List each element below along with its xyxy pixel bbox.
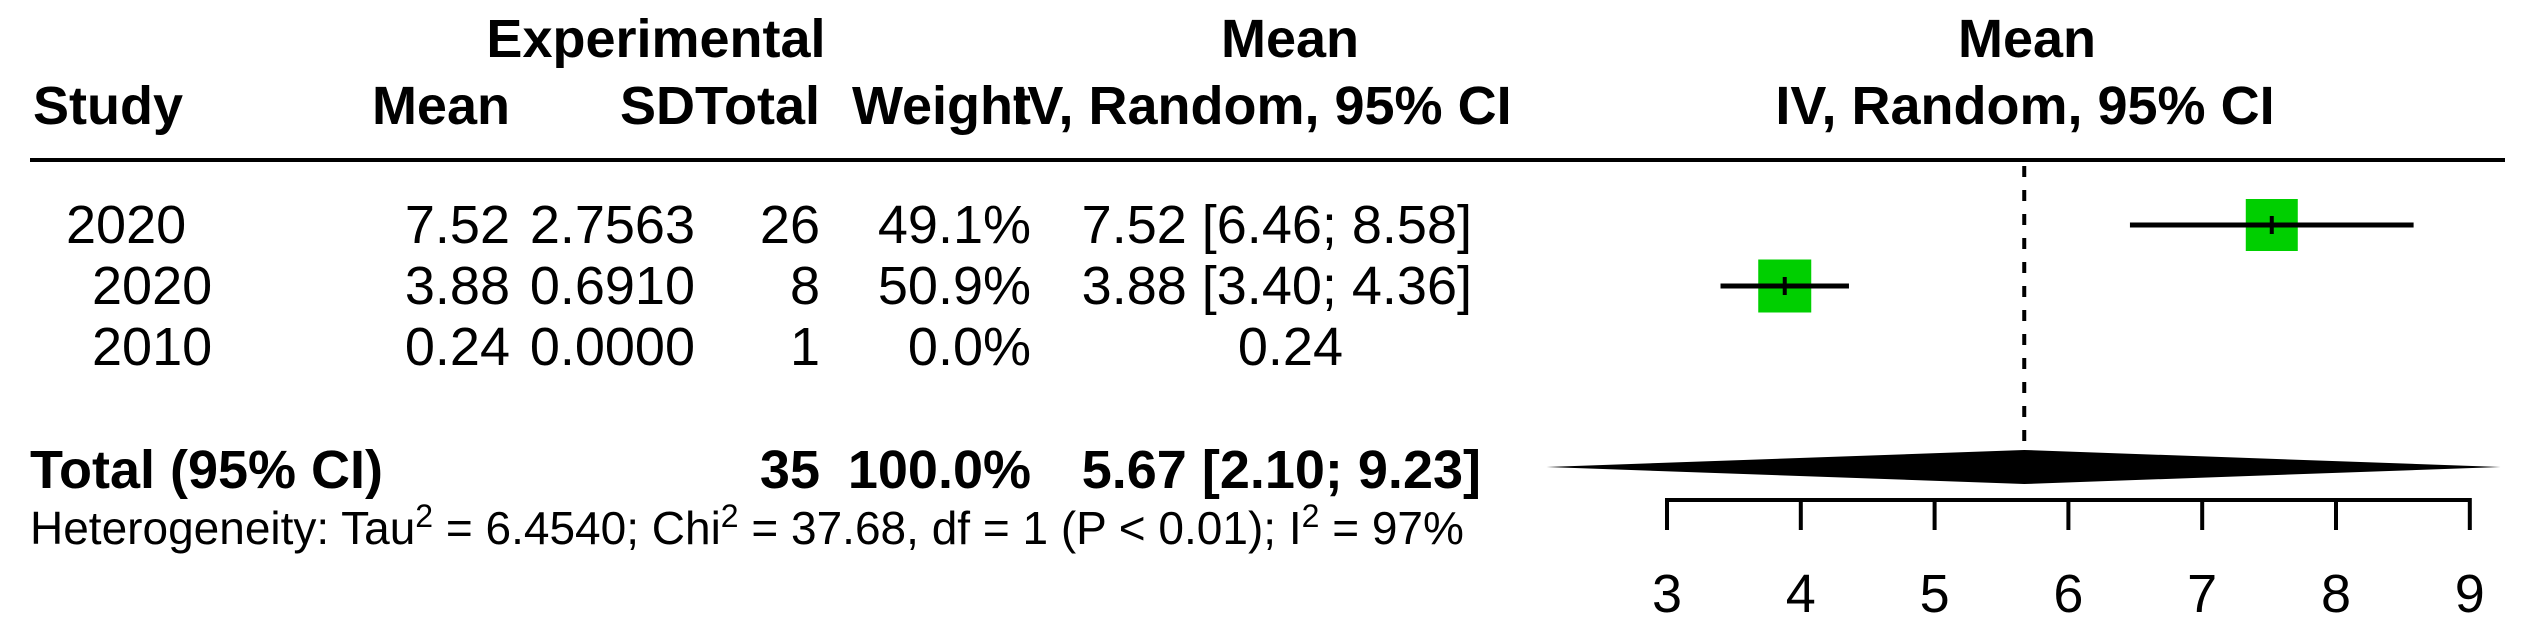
axis-tick-label: 4 xyxy=(1786,564,1816,624)
effect-header-mean: Mean xyxy=(1220,9,1360,69)
column-header-total: Total xyxy=(695,76,820,136)
total-ci-text: 5.67 [2.10; 9.23] xyxy=(1081,440,1481,500)
total-value: 26 xyxy=(759,195,820,255)
effect-header-ci: IV, Random, 95% CI xyxy=(1012,76,1512,136)
sd-value: 2.7563 xyxy=(529,195,695,255)
total-row-label: Total (95% CI) xyxy=(30,440,384,500)
sd-value: 0.6910 xyxy=(529,256,695,316)
plot-header-ci: IV, Random, 95% CI xyxy=(1775,76,2275,136)
mean-value: 3.88 xyxy=(404,256,510,316)
ci-text: 0.24 xyxy=(1237,317,1343,377)
ci-text: 3.88 [3.40; 4.36] xyxy=(1081,256,1472,316)
weight-value: 50.9% xyxy=(877,256,1031,316)
plot-header-mean: Mean xyxy=(1957,9,2097,69)
het-superscript: 2 xyxy=(1301,498,1320,534)
het-part: = 6.4540; Chi xyxy=(433,502,721,554)
total-n-value: 35 xyxy=(759,440,820,500)
heterogeneity-stats: Heterogeneity: Tau2 = 6.4540; Chi2 = 37.… xyxy=(30,500,1464,554)
axis-tick-label: 5 xyxy=(1920,564,1950,624)
axis-tick-label: 9 xyxy=(2455,564,2485,624)
column-header-study: Study xyxy=(33,76,184,136)
total-weight-value: 100.0% xyxy=(847,440,1031,500)
het-superscript: 2 xyxy=(720,498,739,534)
het-part: Heterogeneity: Tau xyxy=(30,502,416,554)
het-part: = 97% xyxy=(1319,502,1464,554)
total-value: 8 xyxy=(789,256,820,316)
mean-value: 7.52 xyxy=(404,195,510,255)
axis-tick-label: 6 xyxy=(2053,564,2083,624)
het-part: = 37.68, df = 1 (P < 0.01); I xyxy=(738,502,1302,554)
study-label: 2020 xyxy=(92,256,213,316)
column-header-mean: Mean xyxy=(371,76,510,136)
header-rule xyxy=(30,158,2505,162)
study-label: 2010 xyxy=(92,317,213,377)
axis-tick-label: 3 xyxy=(1652,564,1682,624)
weight-value: 49.1% xyxy=(877,195,1031,255)
axis-tick-label: 8 xyxy=(2321,564,2351,624)
axis-tick-label: 7 xyxy=(2187,564,2217,624)
mean-value: 0.24 xyxy=(404,317,510,377)
column-header-weight: Weight xyxy=(852,76,1031,136)
sd-value: 0.0000 xyxy=(529,317,695,377)
column-header-sd: SD xyxy=(619,76,695,136)
group-header-experimental: Experimental xyxy=(486,9,826,69)
ci-text: 7.52 [6.46; 8.58] xyxy=(1081,195,1472,255)
total-value: 1 xyxy=(789,317,820,377)
het-superscript: 2 xyxy=(415,498,434,534)
overall-diamond xyxy=(1546,450,2501,484)
weight-value: 0.0% xyxy=(907,317,1031,377)
study-label: 2020 xyxy=(66,195,187,255)
